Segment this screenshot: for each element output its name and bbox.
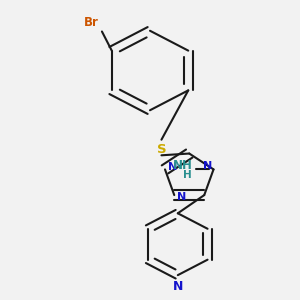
Text: Br: Br: [84, 16, 99, 28]
Text: S: S: [157, 143, 166, 157]
Text: N: N: [203, 161, 212, 172]
Text: NH: NH: [172, 159, 192, 172]
Text: N: N: [172, 280, 183, 292]
Text: N: N: [168, 162, 177, 172]
Text: N: N: [177, 192, 186, 202]
Text: H: H: [183, 170, 191, 180]
